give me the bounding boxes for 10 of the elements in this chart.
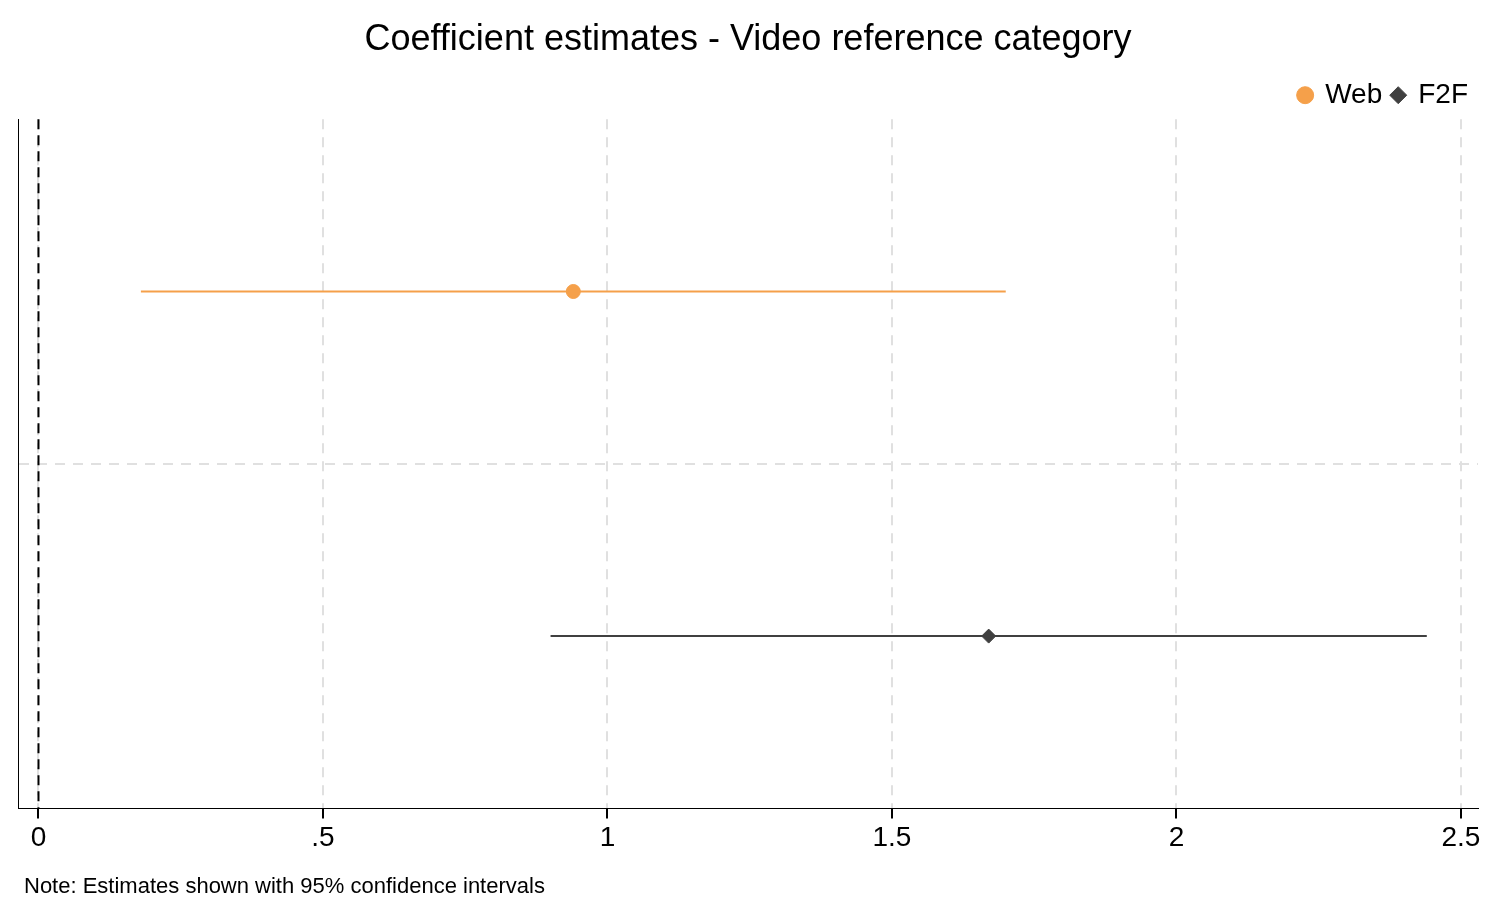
x-tick-label: 1.5 bbox=[872, 820, 912, 852]
chart-title: Coefficient estimates - Video reference category bbox=[364, 16, 1132, 58]
x-tick-label: .5 bbox=[311, 820, 335, 852]
x-tick-label: 2 bbox=[1168, 820, 1185, 852]
x-tick-label: 1 bbox=[599, 820, 616, 852]
x-tick-label: 0 bbox=[30, 820, 47, 852]
legend-label: Web bbox=[1325, 77, 1383, 109]
legend-label: F2F bbox=[1418, 77, 1468, 109]
text: Note: Estimates shown with 95% confidence intervals bbox=[24, 873, 545, 899]
x-tick-label: 2.5 bbox=[1441, 820, 1481, 852]
